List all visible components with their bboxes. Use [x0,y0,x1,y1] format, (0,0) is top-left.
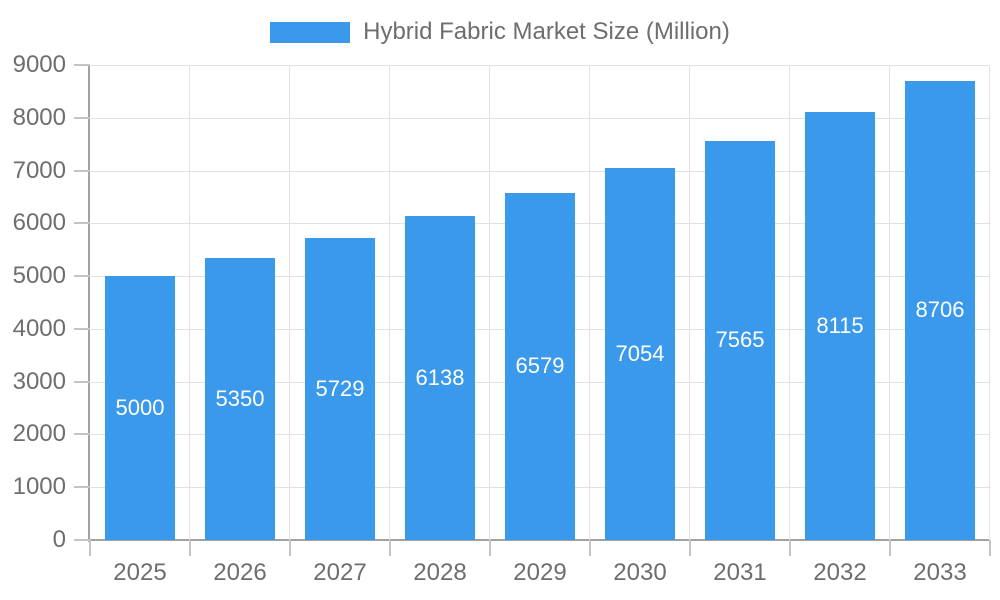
legend-swatch [270,21,351,43]
gridline-horizontal [90,170,990,172]
y-axis-label-7000: 7000 [12,156,66,184]
x-axis-label-2025: 2025 [113,559,167,586]
y-axis-tick [74,116,90,119]
x-axis-tick [589,540,591,556]
y-axis-tick [74,275,90,278]
bar-2029[interactable] [505,192,575,540]
x-axis-tick [489,540,491,556]
x-axis-tick [389,540,391,556]
bar-2025[interactable] [105,276,175,540]
x-axis-tick [789,540,791,556]
gridline-vertical [189,65,190,540]
bar-value-label: 6138 [415,365,465,391]
bar-2032[interactable] [805,111,875,540]
bar-2031[interactable] [705,140,775,540]
y-axis-tick [74,539,90,541]
y-axis-label-0: 0 [52,526,66,553]
y-axis-tick [74,222,90,225]
y-axis-label-3000: 3000 [12,367,66,395]
x-axis-tick [189,540,191,556]
y-axis-tick [74,169,90,172]
bar-2028[interactable] [405,216,475,540]
gridline-horizontal [90,117,990,119]
gridline-vertical [389,65,390,540]
x-axis-tick [989,540,991,556]
x-axis-label-2026: 2026 [213,559,267,586]
bar-value-label: 5350 [215,385,265,411]
gridline-vertical [789,65,790,540]
gridline-vertical [689,65,690,540]
bar-value-label: 6579 [515,353,565,379]
y-axis-label-2000: 2000 [12,420,66,448]
y-axis-tick [74,433,90,436]
bar-value-label: 5000 [115,395,165,421]
gridline-vertical [289,65,290,540]
plot-area: 5000 5350 5729 6138 6579 7054 7565 8115 8706 [90,65,990,540]
y-axis-label-9000: 9000 [12,51,66,78]
y-axis-line [88,65,90,542]
y-axis-label-1000: 1000 [12,473,66,501]
y-axis-tick [74,64,90,66]
bar-2030[interactable] [605,167,675,540]
x-axis-label-2032: 2032 [813,559,867,586]
bar-value-label: 7565 [715,327,765,353]
x-axis-label-2031: 2031 [713,559,767,586]
x-axis-label-2033: 2033 [913,559,967,586]
y-axis-tick [74,327,90,330]
bar-value-label: 8115 [816,312,864,338]
y-axis-label-8000: 8000 [12,103,66,131]
y-axis-tick [74,486,90,489]
y-axis-label-4000: 4000 [12,314,66,342]
x-axis-tick [689,540,691,556]
bar-value-label: 8706 [915,297,965,323]
x-axis-label-2030: 2030 [613,559,667,586]
y-axis-tick [74,380,90,383]
gridline-vertical [489,65,490,540]
x-axis-tick [889,540,891,556]
gridline-horizontal [90,65,990,66]
y-axis-label-5000: 5000 [12,262,66,290]
gridline-vertical [589,65,590,540]
bar-2026[interactable] [205,257,275,540]
bar-value-label: 5729 [315,375,365,401]
x-axis-label-2028: 2028 [413,559,467,586]
bar-value-label: 7054 [615,340,665,366]
x-axis-label-2029: 2029 [513,559,567,586]
x-axis-tick [289,540,291,556]
x-axis-label-2027: 2027 [313,559,367,586]
bar-2033[interactable] [905,80,975,540]
x-axis-tick [89,540,91,556]
gridline-vertical [989,65,990,540]
chart-legend[interactable]: Hybrid Fabric Market Size (Million) [0,18,1000,46]
x-axis-line [88,539,990,541]
bar-2027[interactable] [305,237,375,540]
gridline-vertical [889,65,890,540]
legend-label: Hybrid Fabric Market Size (Million) [363,18,730,45]
y-axis-label-6000: 6000 [12,209,66,237]
